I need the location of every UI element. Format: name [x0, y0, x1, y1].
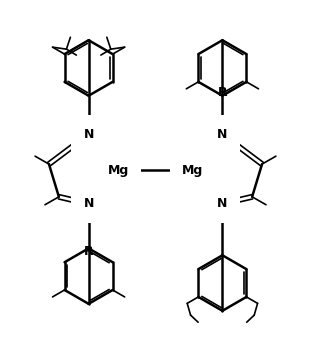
Text: N: N	[83, 128, 94, 141]
Text: N: N	[217, 128, 228, 141]
Text: Mg: Mg	[182, 164, 203, 177]
Text: N: N	[83, 128, 94, 141]
Text: R: R	[218, 86, 227, 99]
Text: N: N	[83, 197, 94, 210]
Text: Mg: Mg	[182, 164, 203, 177]
Text: Mg: Mg	[108, 164, 129, 177]
Text: N: N	[217, 128, 228, 141]
Text: N: N	[83, 197, 94, 210]
Text: N: N	[217, 197, 228, 210]
Text: R: R	[84, 245, 93, 258]
Text: N: N	[217, 197, 228, 210]
Text: Mg: Mg	[108, 164, 129, 177]
